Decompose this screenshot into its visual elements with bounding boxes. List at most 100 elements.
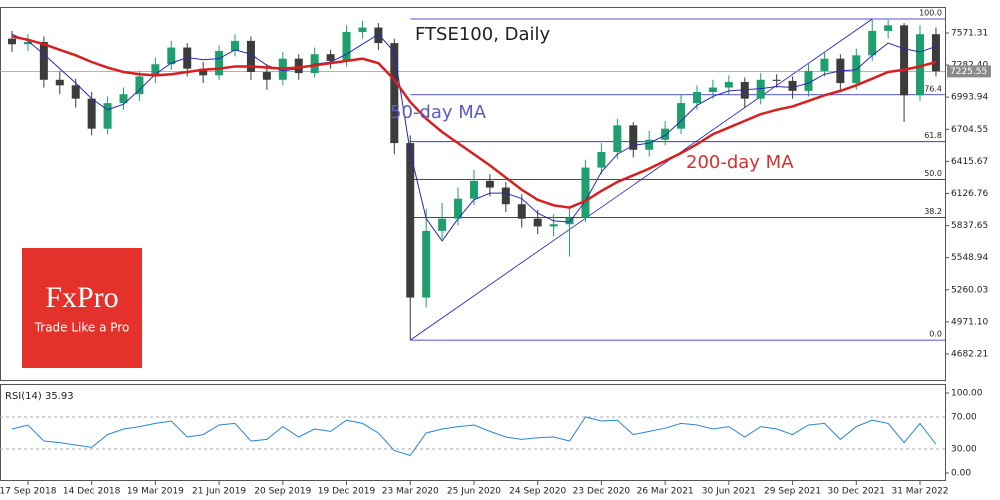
x-tick-label: 30 Dec 2021 xyxy=(828,487,886,497)
candle-body xyxy=(39,42,48,80)
candle-body xyxy=(262,72,271,80)
rsi-panel xyxy=(0,384,946,481)
candle-body xyxy=(613,125,622,152)
candle-body xyxy=(438,218,447,231)
candle-body xyxy=(310,54,319,74)
x-tick-label: 19 Mar 2019 xyxy=(127,487,184,497)
y-tick-label: 7571.31 xyxy=(951,28,988,38)
fib-label: 38.2 xyxy=(924,207,942,216)
x-tick-label: 14 Dec 2018 xyxy=(63,487,121,497)
candle-body xyxy=(390,43,399,144)
candle-body xyxy=(246,40,255,72)
candle-body xyxy=(71,85,80,99)
candle-body xyxy=(358,27,367,32)
candle-body xyxy=(581,167,590,218)
x-tick-label: 31 Mar 2022 xyxy=(891,487,948,497)
logo-name: FxPro xyxy=(45,281,118,314)
rsi-title: RSI(14) 35.93 xyxy=(5,391,74,402)
candle-body xyxy=(422,230,431,298)
y-tick-label: 30.00 xyxy=(951,445,977,455)
x-tick-label: 20 Sep 2019 xyxy=(254,487,311,497)
candle-body xyxy=(629,125,638,150)
candle-body xyxy=(677,103,686,129)
ma-label: 50-day MA xyxy=(390,102,487,123)
y-tick-label: 5837.65 xyxy=(951,221,988,231)
last-price-tag xyxy=(947,65,991,78)
candle-body xyxy=(708,87,717,92)
x-tick-label: 23 Dec 2020 xyxy=(573,487,631,497)
candle-body xyxy=(135,76,144,95)
candle-body xyxy=(724,82,733,88)
candle-body xyxy=(931,34,940,72)
candle-body xyxy=(55,79,64,86)
x-tick-label: 23 Mar 2020 xyxy=(382,487,439,497)
ma-line xyxy=(11,33,937,242)
candle-body xyxy=(231,40,240,51)
x-tick-label: 19 Dec 2019 xyxy=(318,487,376,497)
candle-body xyxy=(788,80,797,91)
fib-label: 76.4 xyxy=(924,84,942,93)
candle-body xyxy=(103,103,112,129)
candle-body xyxy=(565,217,574,225)
last-price-label: 7225.55 xyxy=(950,67,987,77)
ma-line xyxy=(11,35,937,209)
fib-label: 100.0 xyxy=(919,9,942,18)
y-tick-label: 6704.55 xyxy=(951,125,988,135)
price-panel xyxy=(0,7,946,381)
y-tick-label: 4682.21 xyxy=(951,349,988,359)
x-tick-label: 30 Jun 2021 xyxy=(702,487,756,497)
fib-label: 0.0 xyxy=(929,330,942,339)
candle-body xyxy=(549,224,558,227)
x-tick-label: 29 Sep 2021 xyxy=(764,487,821,497)
x-tick-label: 21 Jun 2019 xyxy=(192,487,246,497)
y-tick-label: 6126.76 xyxy=(951,189,988,199)
y-tick-label: 5260.03 xyxy=(951,285,988,295)
candle-body xyxy=(485,180,494,188)
chart-title: FTSE100, Daily xyxy=(415,24,551,45)
candle-body xyxy=(916,34,925,96)
candle-body xyxy=(119,94,128,104)
fib-label: 61.8 xyxy=(924,131,942,140)
ma-label: 200-day MA xyxy=(686,152,794,173)
candle-body xyxy=(23,42,32,45)
y-tick-label: 6993.94 xyxy=(951,93,988,103)
candle-body xyxy=(215,50,224,76)
candle-body xyxy=(87,98,96,129)
candle-body xyxy=(661,128,670,140)
candle-body xyxy=(342,32,351,61)
candle-body xyxy=(533,218,542,227)
candle-body xyxy=(294,58,303,74)
candle-body xyxy=(183,47,192,69)
candle-body xyxy=(469,180,478,199)
x-tick-label: 26 Mar 2021 xyxy=(637,487,694,497)
candle-body xyxy=(804,70,813,91)
candle-body xyxy=(454,198,463,219)
candle-body xyxy=(8,38,16,45)
y-tick-label: 70.00 xyxy=(951,413,977,423)
x-tick-label: 17 Sep 2018 xyxy=(0,487,57,497)
candle-body xyxy=(167,47,176,65)
candle-body xyxy=(199,68,208,76)
candle-body xyxy=(772,79,781,81)
candle-body xyxy=(374,27,383,44)
candle-body xyxy=(326,54,335,61)
fib-label: 50.0 xyxy=(924,169,942,178)
y-tick-label: 100.00 xyxy=(951,389,983,399)
candle-body xyxy=(692,92,701,104)
candle-body xyxy=(740,82,749,99)
y-tick-label: 0.00 xyxy=(951,469,971,479)
logo-tagline: Trade Like a Pro xyxy=(34,321,130,335)
candle-body xyxy=(820,58,829,71)
y-tick-label: 4971.10 xyxy=(951,317,988,327)
candle-body xyxy=(756,79,765,99)
candle-body xyxy=(868,30,877,56)
candle-body xyxy=(884,25,893,31)
y-tick-label: 6415.67 xyxy=(951,157,988,167)
candle-body xyxy=(406,143,415,298)
x-tick-label: 25 Jun 2020 xyxy=(447,487,501,497)
candle-body xyxy=(645,139,654,150)
candle-body xyxy=(900,25,909,96)
rsi-line xyxy=(11,416,937,456)
candle-body xyxy=(597,152,606,168)
